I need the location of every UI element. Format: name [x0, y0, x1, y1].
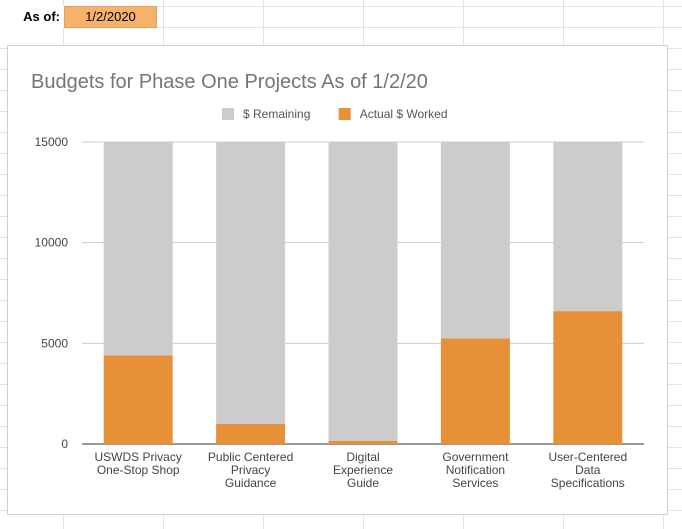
x-category-label: Public Centered [208, 450, 293, 464]
x-category-label: Privacy [231, 463, 270, 477]
bar-remaining [553, 142, 623, 312]
x-category-label: Services [452, 476, 498, 490]
chart-canvas: Budgets for Phase One Projects As of 1/2… [31, 71, 644, 490]
y-tick-label: 5000 [41, 336, 68, 350]
bar-remaining [216, 142, 286, 424]
bar-remaining [440, 142, 510, 339]
bar-actual-worked [440, 338, 510, 444]
x-category-label: Government [442, 450, 509, 464]
x-category-label: Experience [333, 463, 393, 477]
x-category-label: Guide [347, 476, 379, 490]
x-category-label: User-Centered [548, 450, 627, 464]
legend-label: $ Remaining [243, 107, 310, 121]
chart-title: Budgets for Phase One Projects As of 1/2… [31, 71, 428, 93]
x-category-label: Data [575, 463, 601, 477]
bar-actual-worked [103, 355, 173, 444]
budget-chart[interactable]: Budgets for Phase One Projects As of 1/2… [7, 45, 668, 515]
y-tick-label: 15000 [35, 135, 69, 149]
x-category-label: Digital [346, 450, 379, 464]
as-of-label[interactable]: As of: [0, 6, 64, 28]
legend-swatch [338, 108, 351, 120]
x-category-label: USWDS Privacy [95, 450, 182, 464]
x-category-label: Notification [446, 463, 505, 477]
bar-actual-worked [216, 423, 286, 444]
y-tick-label: 10000 [35, 236, 69, 250]
x-category-label: Specifications [551, 476, 625, 490]
bar-remaining [328, 142, 398, 441]
bar-actual-worked [553, 311, 623, 444]
bar-actual-worked [328, 440, 398, 444]
legend-label: Actual $ Worked [360, 107, 448, 121]
x-category-label: One-Stop Shop [97, 463, 180, 477]
legend-swatch [222, 108, 234, 120]
y-tick-label: 0 [61, 437, 68, 451]
bar-remaining [103, 142, 173, 356]
as-of-date-cell[interactable]: 1/2/2020 [64, 6, 157, 28]
x-category-label: Guidance [225, 476, 277, 490]
